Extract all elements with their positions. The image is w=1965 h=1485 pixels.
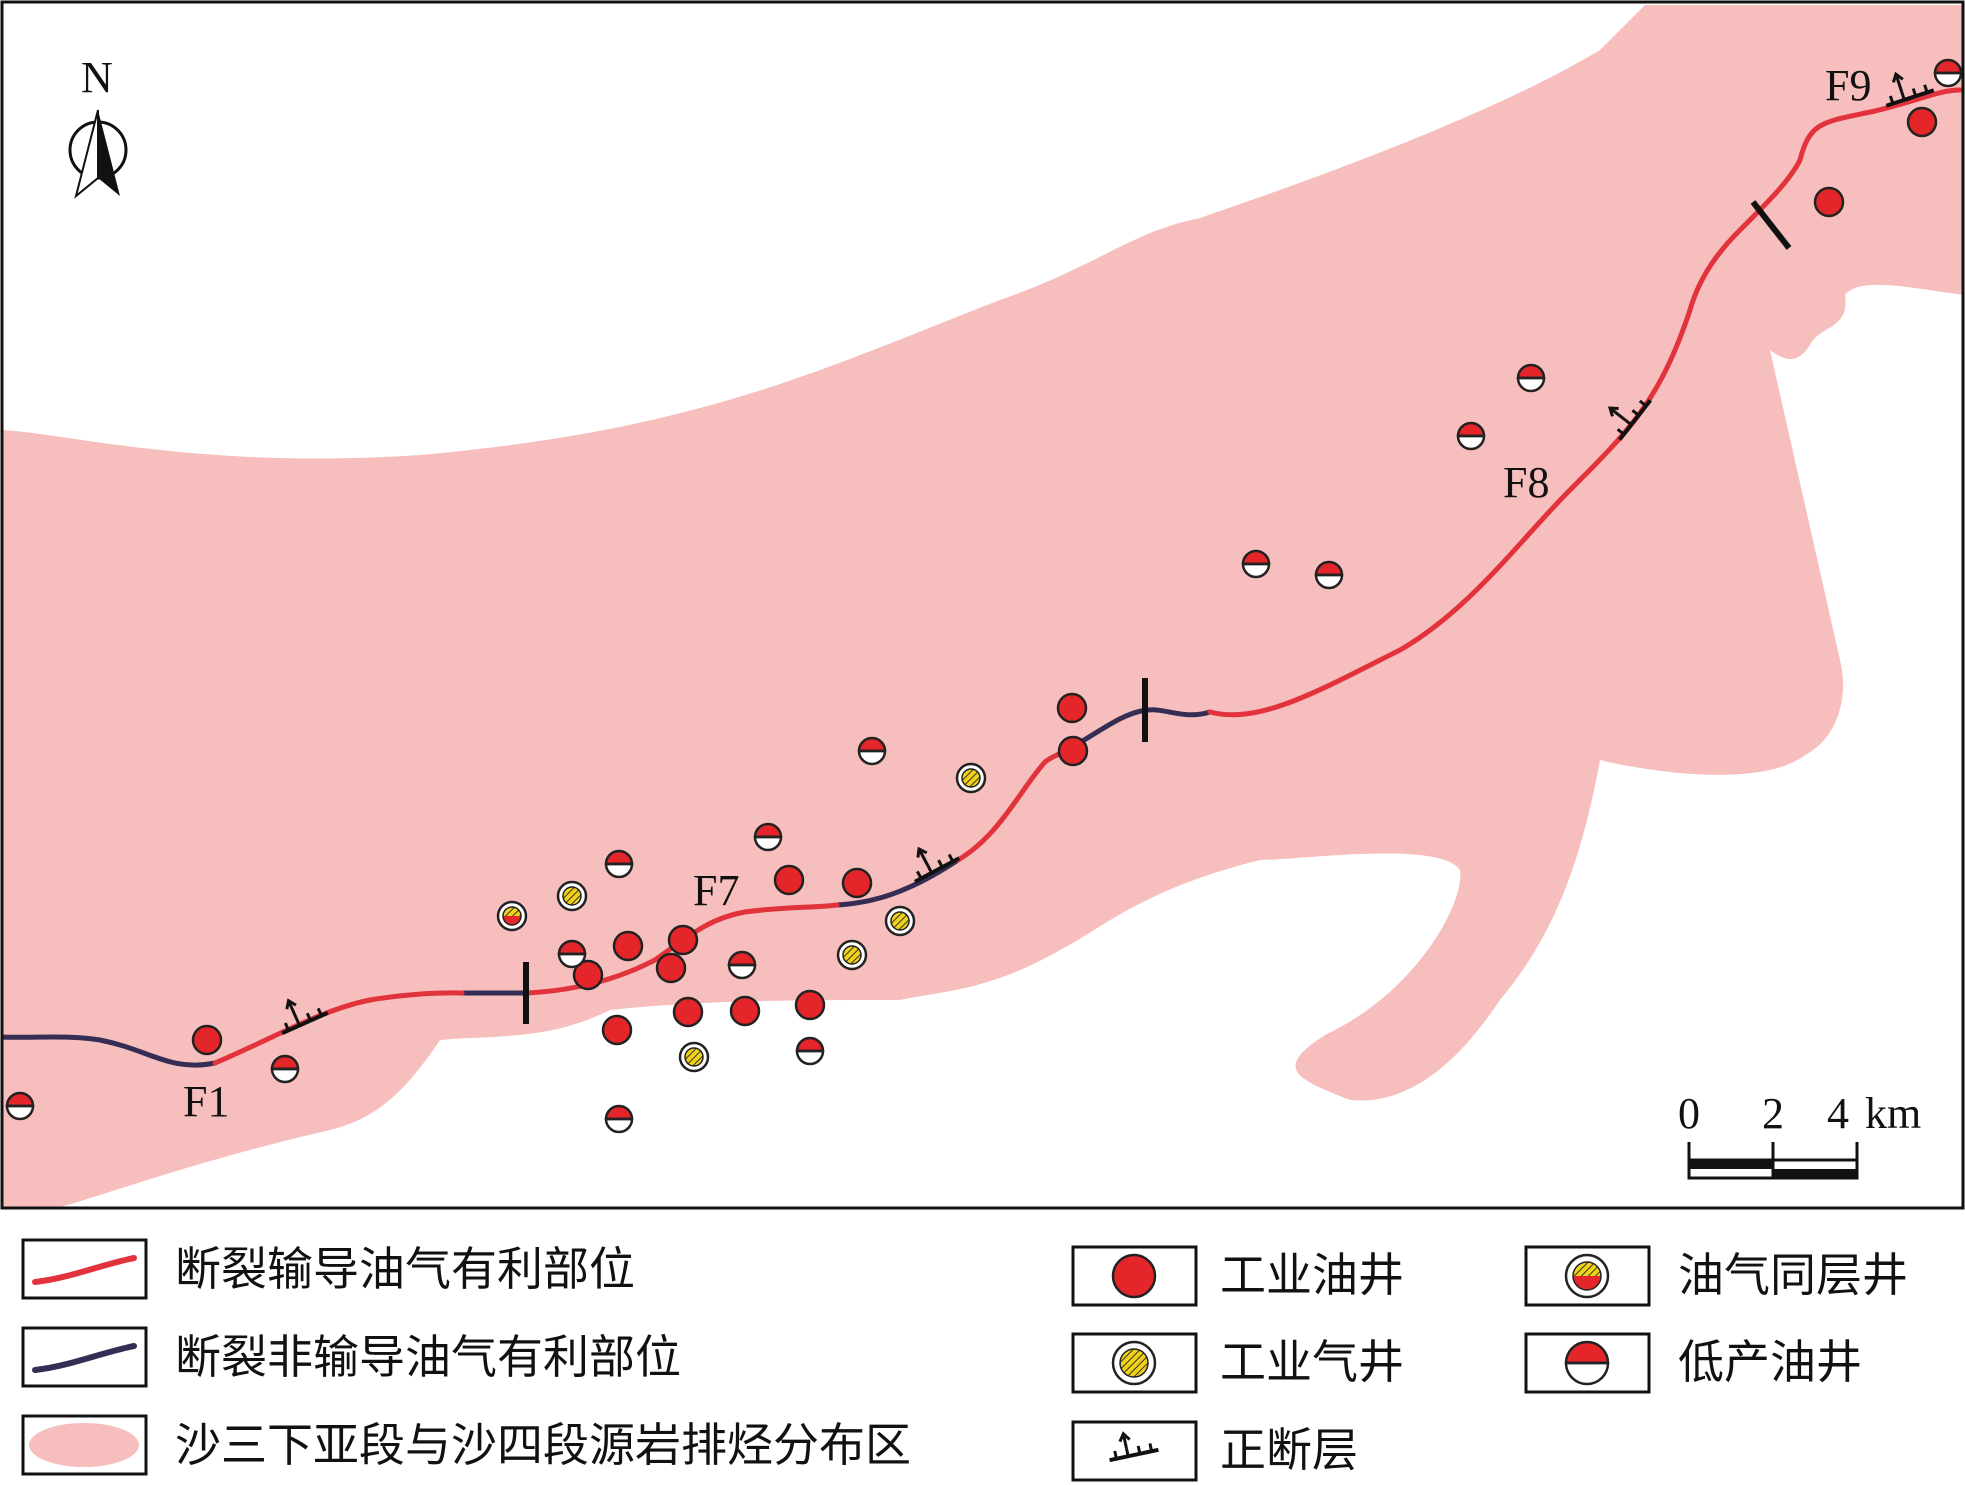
fault-label-f1: F1 (183, 1077, 229, 1126)
legend-label-industrial-oil: 工业油井 (1220, 1248, 1404, 1302)
map-frame (0, 0, 1965, 1210)
legend-item-low-yield-oil: 低产油井 (1524, 1332, 1862, 1394)
legend: 断裂输导油气有利部位 断裂非输导油气有利部位 沙三下亚段与沙四段源岩排烃分布区 … (21, 1238, 1908, 1482)
scale-tick-4: 4 (1827, 1089, 1849, 1138)
north-arrow: N (68, 53, 128, 199)
legend-item-source-area: 沙三下亚段与沙四段源岩排烃分布区 (21, 1414, 911, 1476)
fault-label-f7: F7 (693, 866, 739, 915)
legend-item-non-favorable: 断裂非输导油气有利部位 (21, 1326, 681, 1388)
north-arrow-needle (98, 110, 120, 196)
legend-label-industrial-gas: 工业气井 (1220, 1335, 1404, 1389)
legend-item-normal-fault: 正断层 (1071, 1420, 1358, 1482)
fault-label-f9: F9 (1825, 61, 1871, 110)
legend-label-favorable: 断裂输导油气有利部位 (175, 1242, 635, 1296)
scale-bar: 0 2 4 km (1678, 1089, 1921, 1180)
oil-gas-same-layer-well (496, 900, 528, 932)
segment-boundaries (523, 200, 1792, 1024)
legend-label-normal-fault: 正断层 (1220, 1423, 1358, 1477)
legend-label-source-area: 沙三下亚段与沙四段源岩排烃分布区 (175, 1418, 911, 1472)
legend-label-oil-gas-same-layer: 油气同层井 (1678, 1248, 1908, 1302)
legend-label-low-yield-oil: 低产油井 (1678, 1335, 1862, 1389)
industrial-gas-wells (556, 762, 987, 1073)
industrial-oil-wells (191, 106, 1938, 1056)
legend-item-industrial-gas: 工业气井 (1071, 1332, 1404, 1394)
legend-item-oil-gas-same-layer: 油气同层井 (1524, 1245, 1908, 1307)
source-rock-area (3, 5, 1962, 1207)
fault-label-f8: F8 (1503, 458, 1549, 507)
legend-item-favorable: 断裂输导油气有利部位 (21, 1238, 635, 1300)
scale-unit: km (1865, 1089, 1921, 1138)
normal-fault-symbols (281, 71, 1935, 1035)
north-label: N (81, 53, 113, 102)
scale-tick-0: 0 (1678, 1089, 1700, 1138)
low-yield-oil-wells (5, 58, 1962, 1134)
legend-label-non-favorable: 断裂非输导油气有利部位 (175, 1330, 681, 1384)
scale-tick-2: 2 (1762, 1089, 1784, 1138)
legend-item-industrial-oil: 工业油井 (1071, 1245, 1404, 1307)
